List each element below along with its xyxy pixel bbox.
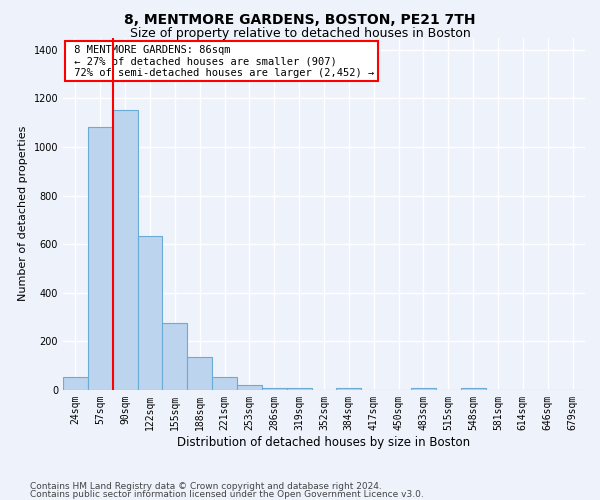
Text: 8 MENTMORE GARDENS: 86sqm
 ← 27% of detached houses are smaller (907)
 72% of se: 8 MENTMORE GARDENS: 86sqm ← 27% of detac… [68,44,374,78]
X-axis label: Distribution of detached houses by size in Boston: Distribution of detached houses by size … [178,436,470,448]
Bar [461,388,485,390]
Bar [287,388,311,390]
Text: 8, MENTMORE GARDENS, BOSTON, PE21 7TH: 8, MENTMORE GARDENS, BOSTON, PE21 7TH [124,12,476,26]
Bar [113,110,137,390]
Bar [187,357,212,390]
Bar [337,388,361,390]
Bar [237,385,262,390]
Text: Size of property relative to detached houses in Boston: Size of property relative to detached ho… [130,28,470,40]
Bar [63,376,88,390]
Bar [411,388,436,390]
Text: Contains public sector information licensed under the Open Government Licence v3: Contains public sector information licen… [30,490,424,499]
Bar [137,236,163,390]
Bar [88,128,113,390]
Bar [262,388,287,390]
Bar [212,376,237,390]
Bar [163,323,187,390]
Text: Contains HM Land Registry data © Crown copyright and database right 2024.: Contains HM Land Registry data © Crown c… [30,482,382,491]
Y-axis label: Number of detached properties: Number of detached properties [18,126,28,302]
